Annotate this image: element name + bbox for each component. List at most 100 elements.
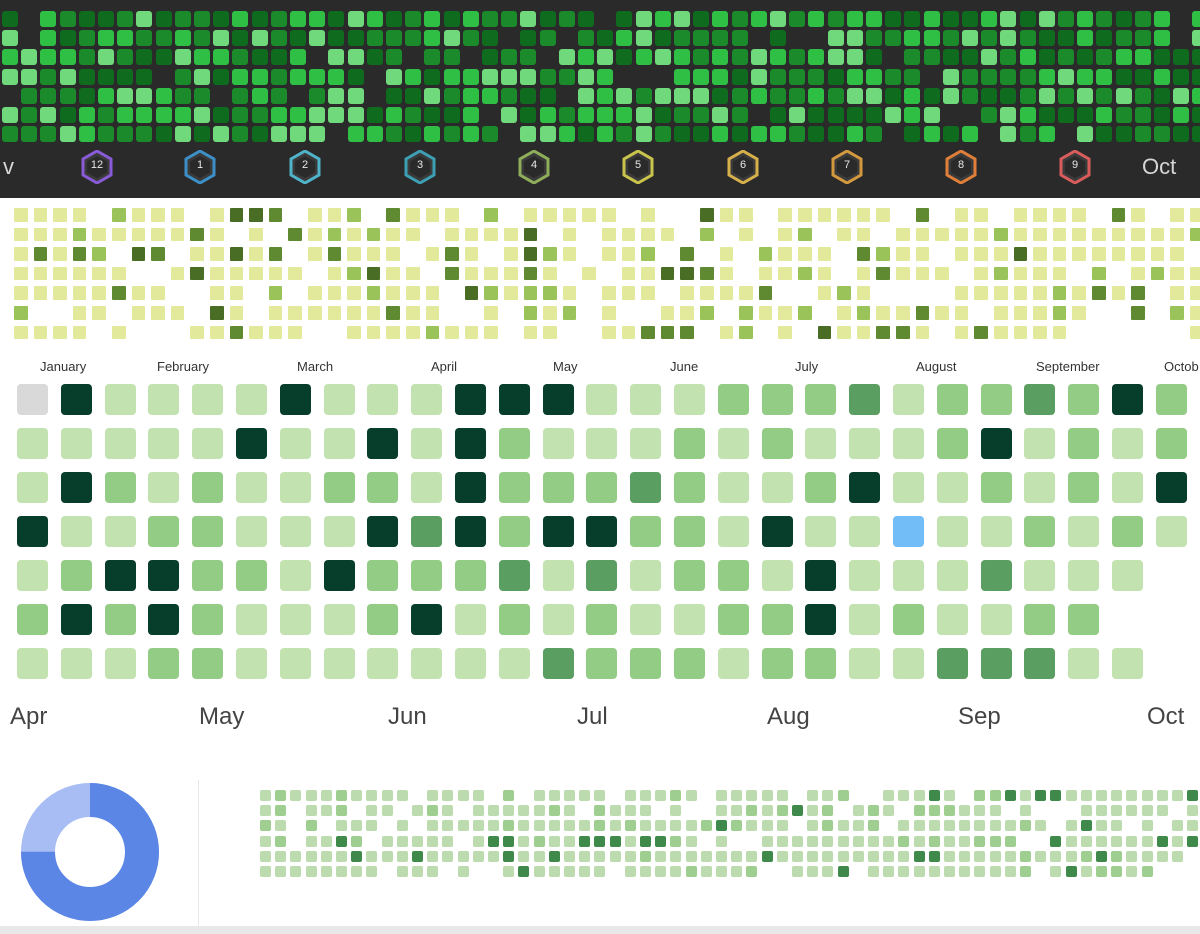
yellow-day-cell[interactable] xyxy=(1190,208,1200,222)
main-day-cell[interactable] xyxy=(367,428,399,459)
small-day-cell[interactable] xyxy=(533,850,545,862)
small-day-cell[interactable] xyxy=(503,850,515,862)
yellow-day-cell[interactable] xyxy=(817,325,832,340)
main-day-cell[interactable] xyxy=(674,604,705,635)
small-day-cell[interactable] xyxy=(1096,835,1107,847)
main-day-cell[interactable] xyxy=(936,472,968,503)
main-day-cell[interactable] xyxy=(279,604,311,635)
main-day-cell[interactable] xyxy=(674,428,705,459)
small-day-cell[interactable] xyxy=(1141,866,1153,877)
dark-day-cell[interactable] xyxy=(539,11,556,27)
dark-day-cell[interactable] xyxy=(616,126,633,143)
small-day-cell[interactable] xyxy=(868,820,879,832)
dark-day-cell[interactable] xyxy=(1173,49,1190,66)
main-day-cell[interactable] xyxy=(849,428,881,459)
yellow-day-cell[interactable] xyxy=(994,227,1008,242)
small-day-cell[interactable] xyxy=(624,820,636,832)
small-day-cell[interactable] xyxy=(974,790,986,801)
small-day-cell[interactable] xyxy=(670,850,682,862)
small-day-cell[interactable] xyxy=(746,866,758,877)
yellow-day-cell[interactable] xyxy=(308,208,322,222)
yellow-day-cell[interactable] xyxy=(680,325,694,340)
dark-day-cell[interactable] xyxy=(846,87,863,104)
yellow-day-cell[interactable] xyxy=(445,208,459,222)
main-day-cell[interactable] xyxy=(805,604,837,635)
dark-day-cell[interactable] xyxy=(942,126,959,143)
yellow-day-cell[interactable] xyxy=(406,286,420,300)
small-day-cell[interactable] xyxy=(320,805,332,817)
main-day-cell[interactable] xyxy=(1112,516,1143,547)
main-day-cell[interactable] xyxy=(849,560,881,591)
yellow-day-cell[interactable] xyxy=(170,227,185,242)
yellow-day-cell[interactable] xyxy=(131,208,146,222)
small-day-cell[interactable] xyxy=(609,835,621,847)
dark-day-cell[interactable] xyxy=(1134,11,1151,27)
dark-day-cell[interactable] xyxy=(174,30,191,47)
small-day-cell[interactable] xyxy=(1080,820,1092,832)
yellow-day-cell[interactable] xyxy=(994,247,1008,261)
dark-day-cell[interactable] xyxy=(981,68,998,85)
dark-day-cell[interactable] xyxy=(1058,107,1074,123)
main-day-cell[interactable] xyxy=(17,560,48,591)
small-day-cell[interactable] xyxy=(746,820,758,832)
yellow-day-cell[interactable] xyxy=(1170,266,1184,281)
yellow-day-cell[interactable] xyxy=(347,266,361,281)
main-day-cell[interactable] xyxy=(17,472,48,503)
main-day-cell[interactable] xyxy=(936,516,968,547)
dark-day-cell[interactable] xyxy=(290,11,306,27)
dark-day-cell[interactable] xyxy=(155,11,172,27)
small-day-cell[interactable] xyxy=(1065,835,1077,847)
main-day-cell[interactable] xyxy=(717,384,749,415)
yellow-day-cell[interactable] xyxy=(112,208,126,222)
dark-day-cell[interactable] xyxy=(386,49,402,66)
dark-day-cell[interactable] xyxy=(386,11,402,27)
yellow-day-cell[interactable] xyxy=(210,247,224,261)
yellow-day-cell[interactable] xyxy=(308,306,322,320)
dark-day-cell[interactable] xyxy=(443,87,460,104)
small-day-cell[interactable] xyxy=(852,850,864,862)
small-day-cell[interactable] xyxy=(685,866,697,877)
dark-day-cell[interactable] xyxy=(846,30,863,47)
dark-day-cell[interactable] xyxy=(251,11,268,27)
small-day-cell[interactable] xyxy=(1035,850,1047,862)
main-day-cell[interactable] xyxy=(717,604,749,635)
dark-day-cell[interactable] xyxy=(136,126,153,143)
yellow-day-cell[interactable] xyxy=(602,286,616,300)
main-day-cell[interactable] xyxy=(148,516,180,547)
small-day-cell[interactable] xyxy=(837,820,849,832)
yellow-day-cell[interactable] xyxy=(954,306,969,320)
small-day-cell[interactable] xyxy=(792,850,803,862)
small-day-cell[interactable] xyxy=(655,790,667,801)
yellow-day-cell[interactable] xyxy=(210,325,224,340)
small-day-cell[interactable] xyxy=(852,835,864,847)
yellow-day-cell[interactable] xyxy=(33,208,48,222)
dark-day-cell[interactable] xyxy=(1077,107,1094,123)
dark-day-cell[interactable] xyxy=(482,68,498,85)
main-day-cell[interactable] xyxy=(1068,428,1100,459)
dark-day-cell[interactable] xyxy=(942,49,959,66)
small-day-cell[interactable] xyxy=(305,866,317,877)
yellow-day-cell[interactable] xyxy=(523,266,538,281)
dark-day-cell[interactable] xyxy=(866,87,882,104)
dark-day-cell[interactable] xyxy=(520,11,537,27)
yellow-day-cell[interactable] xyxy=(406,306,420,320)
yellow-day-cell[interactable] xyxy=(210,306,224,320)
dark-day-cell[interactable] xyxy=(290,30,306,47)
main-day-cell[interactable] xyxy=(586,384,618,415)
dark-day-cell[interactable] xyxy=(1115,30,1132,47)
small-day-cell[interactable] xyxy=(533,805,545,817)
dark-day-cell[interactable] xyxy=(942,68,959,85)
yellow-day-cell[interactable] xyxy=(739,227,753,242)
dark-day-cell[interactable] xyxy=(98,87,114,104)
small-day-cell[interactable] xyxy=(1020,805,1031,817)
yellow-day-cell[interactable] xyxy=(445,325,459,340)
yellow-day-cell[interactable] xyxy=(856,227,871,242)
small-day-cell[interactable] xyxy=(746,850,758,862)
main-day-cell[interactable] xyxy=(936,384,968,415)
dark-day-cell[interactable] xyxy=(962,87,978,104)
main-day-cell[interactable] xyxy=(1112,472,1143,503)
dark-day-cell[interactable] xyxy=(904,107,921,123)
yellow-day-cell[interactable] xyxy=(347,208,361,222)
dark-day-cell[interactable] xyxy=(731,87,748,104)
yellow-day-cell[interactable] xyxy=(856,325,871,340)
